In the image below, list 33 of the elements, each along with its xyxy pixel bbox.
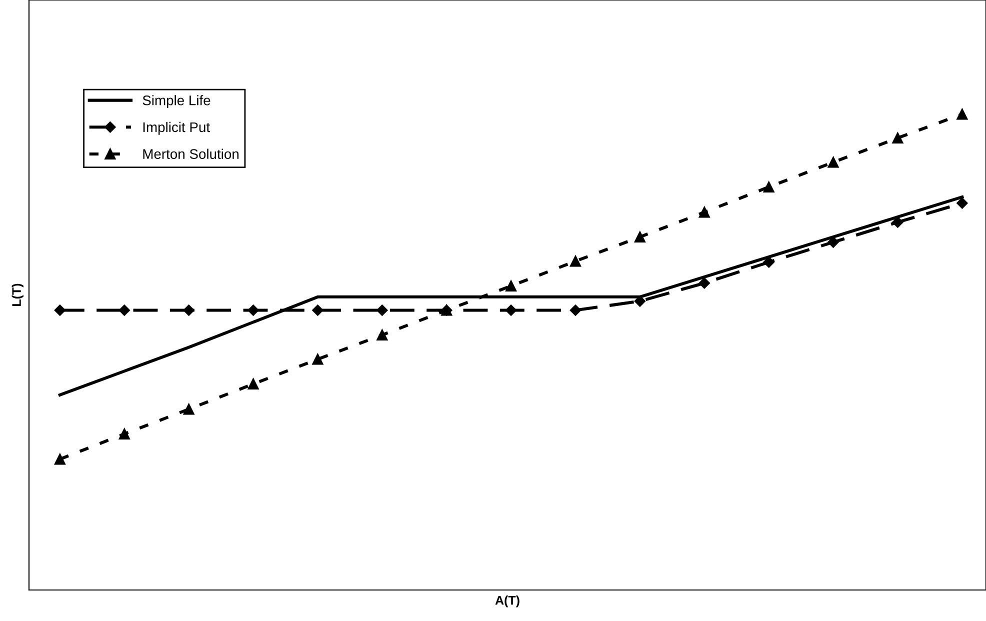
point [763,256,774,268]
point [505,280,517,292]
point [956,108,968,120]
point [698,278,710,289]
point [505,304,517,316]
y-axis-title: L(T) [12,284,24,306]
point [312,354,324,365]
legend-label: Implicit Put [143,122,210,135]
point [892,216,904,228]
legend-label: Simple Life [142,95,210,108]
point [828,156,839,168]
point [118,428,130,440]
point [118,304,130,316]
point [956,198,968,209]
point [570,304,582,316]
legend-label: Merton Solution [143,148,239,159]
point [828,236,839,248]
point [183,404,194,415]
point [248,304,259,316]
point [698,206,710,218]
point [763,181,774,193]
x-axis-title: A(T) [495,596,520,608]
point [312,304,324,316]
point [892,132,904,144]
point [634,231,646,243]
point [376,304,388,316]
point [54,454,66,465]
point [634,296,646,307]
point [54,304,66,316]
point [570,256,582,267]
point [376,329,388,341]
point [248,378,259,390]
point [183,304,194,316]
